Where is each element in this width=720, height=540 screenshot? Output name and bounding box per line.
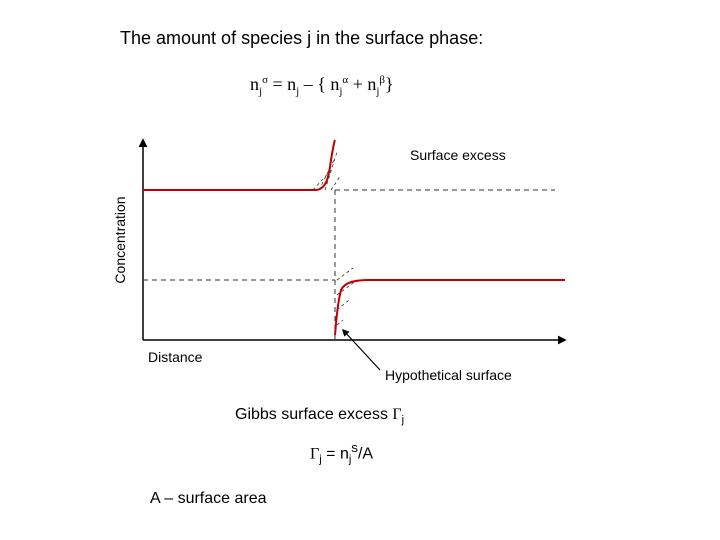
conc-curve-left	[143, 140, 335, 190]
surface-amount-equation: njσ = nj – { njα + njβ}	[250, 74, 394, 98]
eq-n2: n	[287, 74, 296, 94]
gibbs-text: Gibbs surface excess	[235, 406, 392, 423]
gamma-symbol-1: Γ	[392, 406, 401, 423]
surface-excess-label: Surface excess	[410, 147, 506, 163]
gamma-equation: Γj = njs/A	[310, 440, 373, 466]
eq-j1: j	[259, 86, 262, 98]
eq-j4: j	[376, 86, 379, 98]
hypothetical-surface-arrow	[343, 330, 380, 370]
y-axis-label: Concentration	[112, 196, 128, 283]
hatch-line	[337, 268, 353, 280]
eq-n3: n	[330, 74, 339, 94]
hatch-line	[337, 320, 343, 325]
gibbs-excess-label: Gibbs surface excess Γj	[235, 406, 404, 426]
eq-minus-brace: – {	[299, 74, 330, 94]
eq-n1: n	[250, 74, 259, 94]
conc-curve-right	[335, 280, 565, 335]
gamma-overA: /A	[358, 445, 373, 462]
eq-equals: =	[268, 74, 287, 94]
surface-excess-diagram: Concentration Distance Surface excess Hypot…	[105, 130, 585, 390]
gamma-symbol-2: Γ	[310, 445, 319, 462]
x-axis-label: Distance	[148, 349, 203, 365]
page: The amount of species j in the surface p…	[0, 0, 720, 540]
title-text: The amount of species j in the surface p…	[120, 28, 483, 49]
eq-plus: +	[348, 74, 367, 94]
surface-area-definition: A – surface area	[150, 490, 267, 508]
gamma-nj: j	[349, 454, 351, 466]
diagram-svg: Concentration Distance Surface excess Hypot…	[105, 130, 585, 390]
gamma-s: s	[351, 440, 358, 455]
gamma-eq-equals: = n	[322, 445, 349, 462]
hatch-line	[331, 175, 341, 190]
eq-close-brace: }	[385, 74, 394, 94]
eq-j3: j	[339, 86, 342, 98]
eq-n4: n	[367, 74, 376, 94]
gamma-j-1: j	[402, 414, 404, 426]
hypothetical-surface-label: Hypothetical surface	[385, 367, 512, 383]
